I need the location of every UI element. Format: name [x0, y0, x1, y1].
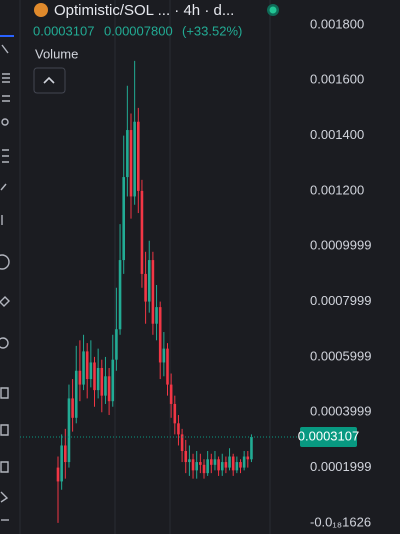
candle-body [111, 359, 115, 402]
candle-body [235, 462, 239, 471]
candle-body [67, 398, 71, 463]
tool-icon[interactable] [2, 73, 10, 83]
y-tick-label: 0.001400 [310, 127, 364, 142]
candle-body [188, 459, 191, 463]
candle-body [85, 351, 89, 380]
collapse-button[interactable] [33, 67, 66, 94]
y-tick-label: 0.001200 [310, 182, 364, 197]
status-dot [269, 6, 277, 14]
candle-body [224, 462, 228, 468]
last-price-label: 0.0003107 [298, 428, 359, 443]
candle-body [169, 384, 173, 404]
tool-icon[interactable] [0, 424, 9, 436]
tool-icon[interactable] [0, 296, 10, 307]
candle-body [78, 370, 82, 385]
candle-body [158, 307, 162, 363]
candle-body [129, 130, 133, 197]
candle-body [162, 348, 166, 363]
candle-body [115, 329, 118, 360]
candle-body [104, 376, 107, 396]
candle-body [133, 121, 136, 197]
collapse-icon [43, 76, 55, 84]
y-tick-label: 0.0003999 [310, 404, 371, 419]
header-price: 0.0003107 [33, 23, 94, 38]
header-change-pct: (+33.52%) [182, 23, 242, 38]
last-price-box [300, 426, 357, 447]
candle-body [56, 467, 60, 482]
candle-body [96, 367, 100, 391]
candle-body [210, 459, 213, 465]
tool-icon[interactable] [2, 95, 10, 102]
toolbar [0, 0, 21, 534]
tool-icon[interactable] [1, 44, 9, 54]
candle-body [173, 403, 177, 424]
candle-body [151, 260, 155, 324]
tool-icon[interactable] [0, 254, 10, 270]
token-icon [34, 3, 48, 17]
candle-body [74, 370, 78, 418]
tool-icon[interactable] [0, 183, 7, 191]
candle-body [206, 459, 209, 474]
candle-body [246, 456, 250, 460]
tool-icon[interactable] [0, 461, 9, 473]
candle-body [242, 456, 246, 468]
toolbar-bg [0, 0, 20, 534]
candle-body [202, 464, 206, 474]
candle-body [184, 450, 188, 463]
candle-body [100, 367, 104, 396]
y-tick-label: 0.001800 [310, 16, 364, 31]
candle-body [213, 459, 217, 465]
candle-body [239, 462, 242, 468]
candle-body [250, 436, 253, 460]
candle-body [107, 376, 111, 402]
candle-body [144, 273, 147, 302]
header-title: Optimistic/SOL ... · 4h · d... [54, 2, 234, 19]
candle-body [155, 307, 158, 324]
candle-body [147, 260, 151, 302]
candle-body [118, 260, 122, 330]
y-tick-label: 0.0001999 [310, 459, 371, 474]
volume-label: Volume [35, 46, 78, 61]
tool-icon[interactable] [0, 491, 9, 503]
candle-body [191, 459, 195, 471]
candle-body [217, 459, 220, 471]
candle-body [137, 121, 140, 191]
candle-body [220, 462, 224, 471]
candle-body [228, 456, 231, 468]
candle-body [195, 462, 198, 471]
candle-body [126, 130, 129, 178]
y-tick-label: 0.0007999 [310, 293, 371, 308]
y-tick-label: 0.0005999 [310, 348, 371, 363]
tool-icon[interactable] [2, 149, 9, 163]
candle-body [60, 445, 63, 482]
y-tick-label: -0.0₁₈1626 [310, 514, 371, 529]
y-tick-label: 0.0009999 [310, 238, 371, 253]
candle-body [71, 398, 74, 418]
candle-body [82, 351, 85, 385]
candle-body [64, 445, 67, 463]
candle-body [177, 423, 180, 435]
candle-body [93, 362, 96, 391]
candle-body [180, 434, 184, 451]
candle-body [122, 177, 125, 261]
candle-body [199, 462, 202, 465]
candle-body [231, 456, 235, 471]
tool-icon[interactable] [0, 387, 9, 399]
candle-body [140, 190, 144, 274]
tool-icon[interactable] [1, 118, 9, 126]
tool-icon[interactable] [0, 337, 9, 349]
y-tick-label: 0.001600 [310, 72, 364, 87]
header-change: 0.00007800 [104, 23, 173, 38]
candle-body [89, 362, 93, 380]
candle-body [166, 348, 169, 385]
